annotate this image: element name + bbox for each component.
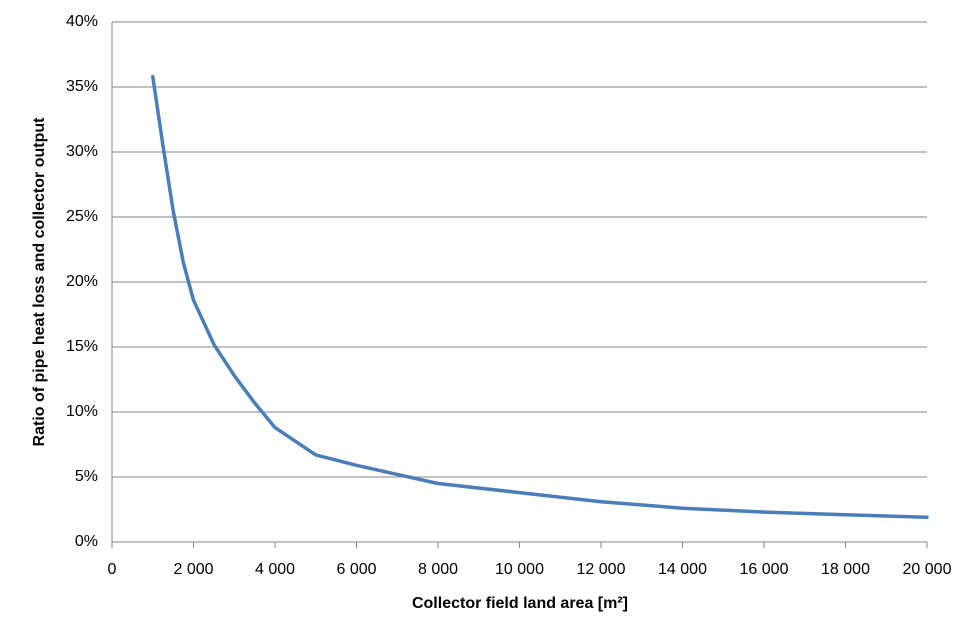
x-tick-label: 10 000 [495, 561, 544, 578]
x-axis-title: Collector field land area [m²] [412, 595, 628, 612]
x-tick-label: 14 000 [658, 561, 707, 578]
x-tick-label: 0 [108, 561, 117, 578]
x-tick-label: 16 000 [740, 561, 789, 578]
x-tick-label: 2 000 [173, 561, 213, 578]
y-tick-label: 25% [66, 208, 98, 225]
y-tick-label: 40% [66, 13, 98, 30]
y-tick-label: 20% [66, 273, 98, 290]
y-tick-label: 10% [66, 403, 98, 420]
x-tick-label: 8 000 [418, 561, 458, 578]
x-tick-label: 20 000 [903, 561, 952, 578]
x-tick-label: 12 000 [577, 561, 626, 578]
x-tick-label: 6 000 [336, 561, 376, 578]
y-tick-label: 5% [75, 468, 98, 485]
data-line [151, 74, 929, 520]
x-tick-label: 4 000 [255, 561, 295, 578]
y-axis-title: Ratio of pipe heat loss and collector ou… [31, 117, 48, 447]
y-tick-label: 30% [66, 143, 98, 160]
x-tick-label: 18 000 [821, 561, 870, 578]
y-tick-label: 35% [66, 78, 98, 95]
y-tick-label: 0% [75, 533, 98, 550]
y-tick-label: 15% [66, 338, 98, 355]
